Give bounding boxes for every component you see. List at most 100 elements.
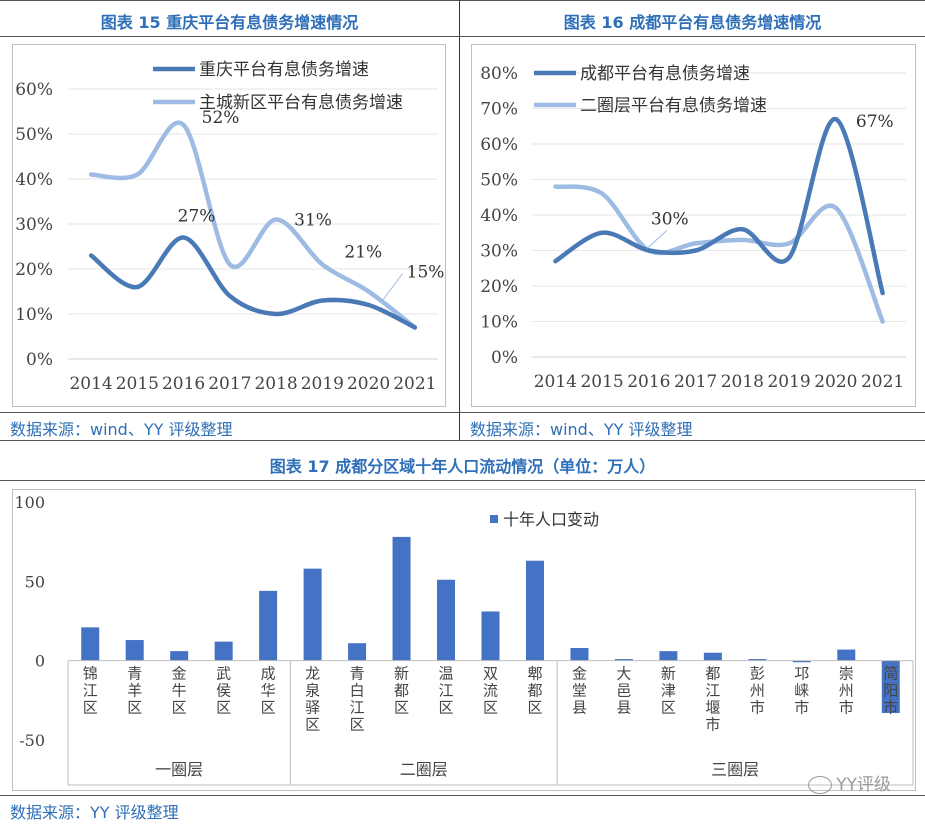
chart3-bar xyxy=(570,647,589,661)
chart2-x-tick: 2018 xyxy=(721,372,764,392)
chart3-svg: -50 0 50 100 锦江区 青羊区 金牛区 武侯区 成华区 龙泉驿区 青白江区 新都区 温江区 双流… xyxy=(14,493,914,786)
chart1-legend-label-2: 主城新区平台有息债务增速 xyxy=(199,93,403,113)
chart1-title: 图表 15 重庆平台有息债务增速情况 xyxy=(100,13,359,32)
chart2-x-tick: 2020 xyxy=(814,372,857,392)
chart2-svg: 0%10%20%30%40%50%60%70%80%2014 2015 2016 20… xyxy=(480,64,906,392)
chart3-bar xyxy=(748,659,767,661)
chart3-bar xyxy=(303,568,322,661)
chart2-y-tick: 80% xyxy=(480,64,518,84)
chart2-y-tick: 70% xyxy=(480,100,518,120)
chart3-category-label: 成华区 xyxy=(261,665,276,717)
chart2-y-tick: 40% xyxy=(480,206,518,226)
chart3-bar xyxy=(481,611,500,661)
chart2-series-2-point xyxy=(882,321,884,322)
chart2-x-tick: 2019 xyxy=(767,372,810,392)
chart2-series-1-line xyxy=(553,116,885,296)
chart1-series-1-point xyxy=(229,295,231,297)
chart3-category-label: 彭州市 xyxy=(750,665,765,717)
chart3-category-label: 崇州市 xyxy=(839,665,854,717)
chart3-bar xyxy=(170,651,189,661)
chart2-series-2-line xyxy=(553,184,885,324)
chart2-series-1-point xyxy=(882,292,884,294)
chart2-series-1-point xyxy=(788,257,790,259)
chart3-category-label: 新都区 xyxy=(394,665,409,717)
chart2-series-2-point xyxy=(554,186,556,188)
chart1-series-1-line xyxy=(88,235,418,330)
chart3-bar xyxy=(259,590,278,661)
chart2-x-tick: 2016 xyxy=(627,372,670,392)
section-rule-2 xyxy=(0,412,925,413)
watermark-text: YY评级 xyxy=(836,775,891,795)
chart3-y-tick: -50 xyxy=(19,731,45,750)
chart3-category-label: 邛崃市 xyxy=(794,665,809,717)
chart3-category-label: 青白江区 xyxy=(350,665,365,734)
chart3-bar xyxy=(81,627,100,661)
chart1-y-tick: 0% xyxy=(26,350,53,370)
chart1-y-tick: 30% xyxy=(15,215,53,235)
chart1-svg: 0% 10% 20% 30% 40% 50% 60% 2014 2015 2016 2017 2018… xyxy=(15,60,445,394)
chart2-y-tick: 50% xyxy=(480,171,518,191)
chart3-bar xyxy=(659,651,678,661)
chart2-series-2-point xyxy=(695,242,697,244)
chart2-x-tick: 2021 xyxy=(861,372,904,392)
chart3-panel: -50 0 50 100 锦江区 青羊区 金牛区 武侯区 成华区 龙泉驿区 青白江区 新都区 温江区 双流… xyxy=(12,489,916,791)
watermark: YY评级 xyxy=(808,770,891,795)
chart1-series-1-point xyxy=(183,237,185,238)
chart2-series-1-point xyxy=(648,250,650,251)
chart2-legend-label-1: 成都平台有息债务增速 xyxy=(580,64,750,84)
chart1-data-label: 21% xyxy=(344,243,382,263)
chart1-series-1-point xyxy=(321,300,323,301)
chart2-y-tick: 60% xyxy=(480,135,518,155)
chart3-y-tick: 50 xyxy=(25,572,45,591)
chart3-legend-label: 十年人口变动 xyxy=(503,510,599,529)
chart3-bar xyxy=(614,659,633,661)
chart3-bar xyxy=(703,652,722,661)
chart2-y-tick: 20% xyxy=(480,277,518,297)
chart3-y-tick: 100 xyxy=(14,493,45,512)
chart3-category-label: 龙泉驿区 xyxy=(305,665,320,734)
chart1-data-label: 31% xyxy=(294,211,332,231)
chart2-panel: 0% 10% 20% 30% 40% 50% 60% 70% 80% 2014 2015 2016 20… xyxy=(471,44,916,407)
chart3-legend-swatch xyxy=(490,515,498,523)
chart1-x-tick: 2019 xyxy=(301,374,344,394)
section-rule-3 xyxy=(0,440,925,441)
chart3-category-label: 郫都区 xyxy=(527,665,542,717)
chart1-data-label: 52% xyxy=(202,108,240,128)
chart1-legend-label-1: 重庆平台有息债务增速 xyxy=(199,60,369,80)
chart1-x-tick: 2018 xyxy=(254,374,297,394)
chart1-series-1-point xyxy=(368,304,370,306)
chart1-source: 数据来源：wind、YY 评级整理 xyxy=(10,420,233,439)
chart2-series-2-point xyxy=(741,239,743,241)
chart3-y-tick: 0 xyxy=(35,652,45,671)
chart1-x-tick: 2015 xyxy=(116,374,159,394)
chart3-group-label: 一圈层 xyxy=(155,760,203,779)
section-rule-4 xyxy=(0,480,925,481)
chart2-series-1-point xyxy=(741,228,743,230)
chart2-series-1-point xyxy=(601,232,603,234)
chart1-series-2-point xyxy=(321,264,323,265)
chart3-bar xyxy=(525,560,544,661)
chart1-data-label: 15% xyxy=(407,263,445,283)
center-divider xyxy=(459,0,460,412)
chart2-data-label: 30% xyxy=(651,210,689,230)
section-rule-1 xyxy=(0,36,925,37)
chart3-category-label: 新津区 xyxy=(661,665,676,717)
chart1-data-label: 27% xyxy=(178,207,216,227)
chart1-series-2-point xyxy=(183,124,185,126)
chart3-bar xyxy=(348,643,367,661)
chart1-series-2-point xyxy=(136,174,138,175)
chart3-source: 数据来源：YY 评级整理 xyxy=(10,803,179,822)
chart3-group-label: 二圈层 xyxy=(400,760,448,779)
chart1-x-tick: 2017 xyxy=(208,374,251,394)
chart1-series-1-point xyxy=(136,286,138,288)
chart1-series-1-point xyxy=(414,327,416,328)
chart3-title: 图表 17 成都分区域十年人口流动情况（单位：万人） xyxy=(269,457,656,476)
chart3-category-label: 金牛区 xyxy=(172,665,187,717)
chart3-bar xyxy=(214,641,233,661)
chart2-series-1-point xyxy=(554,260,556,262)
chart3-category-label: 青羊区 xyxy=(127,665,142,717)
section-rule-5 xyxy=(0,795,925,796)
chart3-bar xyxy=(437,579,456,661)
chart2-data-label: 67% xyxy=(856,112,894,132)
chart1-x-tick: 2016 xyxy=(162,374,205,394)
